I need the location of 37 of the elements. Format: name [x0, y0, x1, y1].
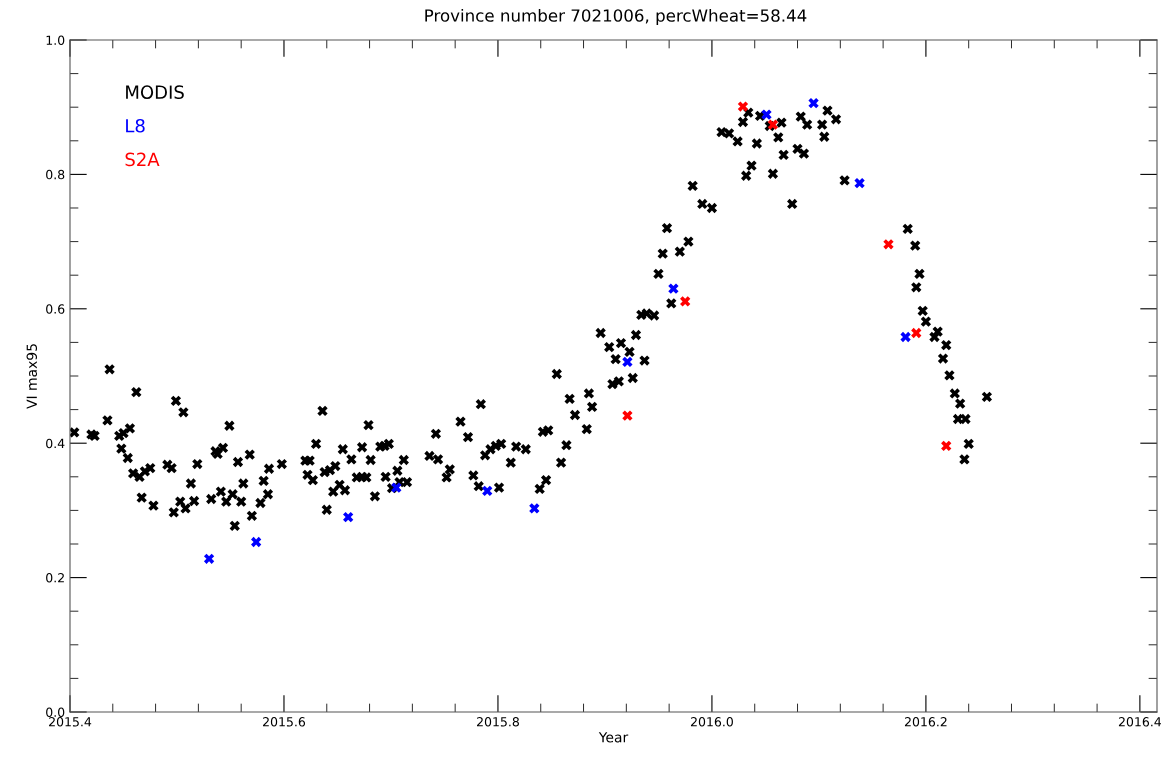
x-tick-label: 2016.0 [690, 717, 733, 727]
point [680, 296, 691, 307]
point [251, 536, 262, 548]
y-tick-label: 0.2 [46, 573, 64, 583]
y-axis-title: VI max95 [26, 344, 38, 409]
x-tick-label: 2016.2 [904, 717, 947, 727]
y-tick-label: 0.4 [46, 438, 65, 449]
text: S2A [125, 152, 160, 167]
point [343, 511, 354, 523]
point [883, 239, 894, 250]
point [808, 98, 819, 109]
point [854, 177, 865, 189]
point [737, 101, 749, 112]
text: L8 [126, 118, 145, 133]
point [900, 331, 911, 343]
y-tick-label: 1.0 [46, 35, 65, 45]
x-tick-label: 2015.8 [477, 717, 519, 727]
x-axis-title: Year [598, 732, 629, 743]
x-tick-label: 2015.4 [49, 717, 92, 727]
point [482, 485, 493, 497]
y-tick-label: 0.8 [46, 169, 65, 180]
point [391, 482, 402, 493]
point [668, 283, 679, 294]
y-tick-label: 0.0 [46, 707, 65, 717]
point [941, 440, 952, 452]
point [761, 109, 772, 120]
point [911, 327, 922, 339]
point [767, 119, 779, 130]
chart-title: Province number 7021006, percWheat=58.44 [425, 8, 807, 26]
text: MODIS [126, 85, 184, 99]
x-tick-label: 2015.6 [263, 717, 306, 727]
point [622, 410, 633, 421]
y-tick-label: 0.6 [46, 304, 65, 314]
point [622, 356, 633, 368]
x-tick-label: 2016.4 [1118, 717, 1161, 727]
point [529, 503, 540, 514]
point [203, 553, 215, 564]
